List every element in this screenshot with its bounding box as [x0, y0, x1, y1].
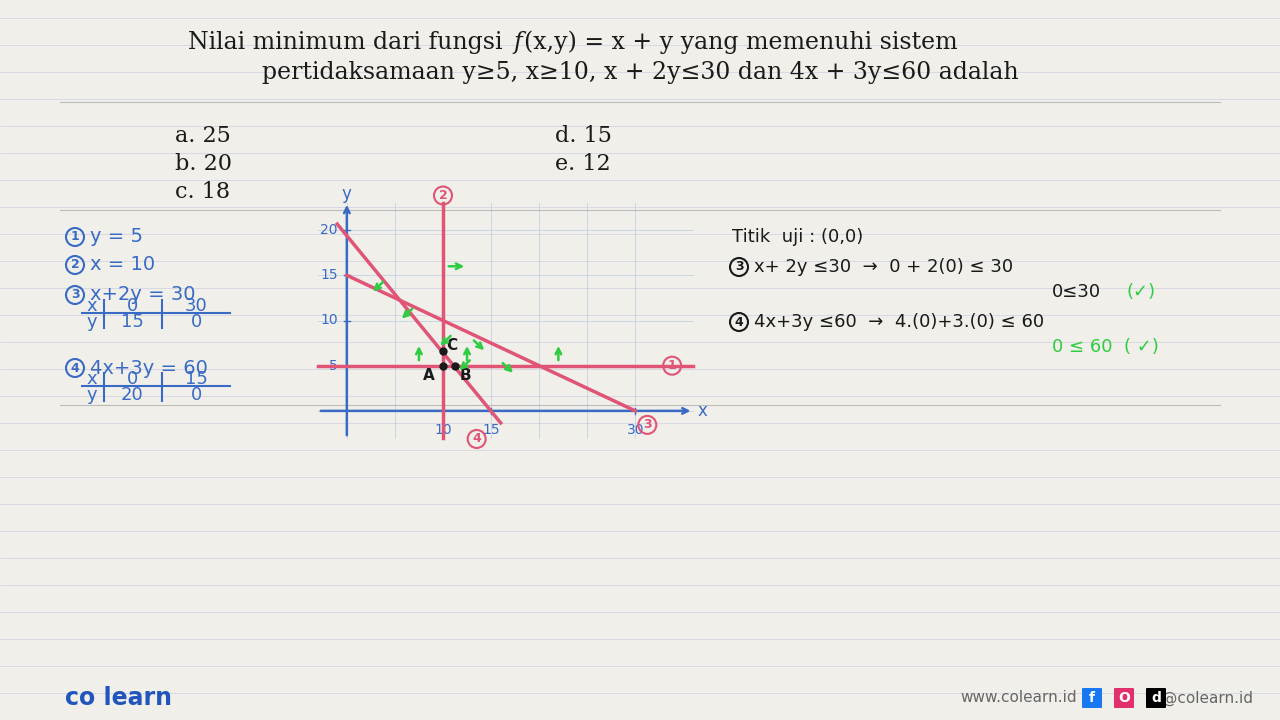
- Text: 4: 4: [735, 315, 744, 328]
- Text: A: A: [424, 368, 435, 383]
- Text: 0 ≤ 60  ( ✓): 0 ≤ 60 ( ✓): [1052, 338, 1158, 356]
- Text: b. 20: b. 20: [175, 153, 232, 175]
- Text: 0: 0: [127, 297, 138, 315]
- Text: 10: 10: [434, 423, 452, 437]
- Text: f: f: [513, 30, 522, 53]
- Text: pertidaksamaan y≥5, x≥10, x + 2y≤30 dan 4x + 3y≤60 adalah: pertidaksamaan y≥5, x≥10, x + 2y≤30 dan …: [261, 60, 1019, 84]
- FancyBboxPatch shape: [1082, 688, 1102, 708]
- Text: 4x+3y ≤60  →  4.(0)+3.(0) ≤ 60: 4x+3y ≤60 → 4.(0)+3.(0) ≤ 60: [754, 313, 1044, 331]
- Text: 3: 3: [70, 289, 79, 302]
- Text: www.colearn.id: www.colearn.id: [960, 690, 1076, 706]
- Text: a. 25: a. 25: [175, 125, 230, 147]
- Text: 1: 1: [668, 359, 677, 372]
- Text: f: f: [1089, 691, 1094, 705]
- Text: C: C: [447, 338, 457, 353]
- Text: 2: 2: [70, 258, 79, 271]
- Text: 30: 30: [184, 297, 207, 315]
- Text: 0≤30: 0≤30: [1052, 283, 1101, 301]
- Text: x: x: [87, 297, 97, 315]
- Text: B: B: [460, 368, 471, 383]
- Text: Titik  uji : (0,0): Titik uji : (0,0): [732, 228, 863, 246]
- Text: 20: 20: [120, 386, 143, 404]
- Text: 15: 15: [320, 269, 338, 282]
- Text: x: x: [698, 402, 707, 420]
- Text: 3: 3: [643, 418, 652, 431]
- Text: 5: 5: [329, 359, 338, 373]
- Text: (✓): (✓): [1126, 283, 1156, 301]
- Text: d: d: [1151, 691, 1161, 705]
- Text: x+2y = 30: x+2y = 30: [90, 286, 196, 305]
- Text: (x,y) = x + y yang memenuhi sistem: (x,y) = x + y yang memenuhi sistem: [524, 30, 957, 54]
- Text: 0: 0: [127, 370, 138, 388]
- Text: Nilai minimum dari fungsi: Nilai minimum dari fungsi: [188, 30, 509, 53]
- Text: y: y: [87, 386, 97, 404]
- Text: x = 10: x = 10: [90, 256, 155, 274]
- Text: x: x: [87, 370, 97, 388]
- Text: 10: 10: [320, 313, 338, 328]
- Text: 30: 30: [626, 423, 644, 437]
- Text: y = 5: y = 5: [90, 228, 143, 246]
- Text: 4x+3y = 60: 4x+3y = 60: [90, 359, 207, 377]
- Text: 2: 2: [439, 189, 448, 202]
- Text: co learn: co learn: [65, 686, 172, 710]
- Text: O: O: [1117, 691, 1130, 705]
- Text: 4: 4: [70, 361, 79, 374]
- Text: 1: 1: [70, 230, 79, 243]
- Text: 15: 15: [184, 370, 207, 388]
- Text: 3: 3: [735, 261, 744, 274]
- Text: x+ 2y ≤30  →  0 + 2(0) ≤ 30: x+ 2y ≤30 → 0 + 2(0) ≤ 30: [754, 258, 1014, 276]
- FancyBboxPatch shape: [1114, 688, 1134, 708]
- Text: 0: 0: [191, 313, 202, 331]
- Text: d. 15: d. 15: [556, 125, 612, 147]
- Text: 15: 15: [120, 313, 143, 331]
- Text: 20: 20: [320, 223, 338, 237]
- Text: 15: 15: [483, 423, 500, 437]
- Text: e. 12: e. 12: [556, 153, 611, 175]
- Text: y: y: [87, 313, 97, 331]
- Text: @colearn.id: @colearn.id: [1162, 690, 1253, 706]
- Text: 4: 4: [472, 433, 481, 446]
- Text: y: y: [342, 184, 352, 202]
- Text: 0: 0: [191, 386, 202, 404]
- FancyBboxPatch shape: [1146, 688, 1166, 708]
- Text: c. 18: c. 18: [175, 181, 230, 203]
